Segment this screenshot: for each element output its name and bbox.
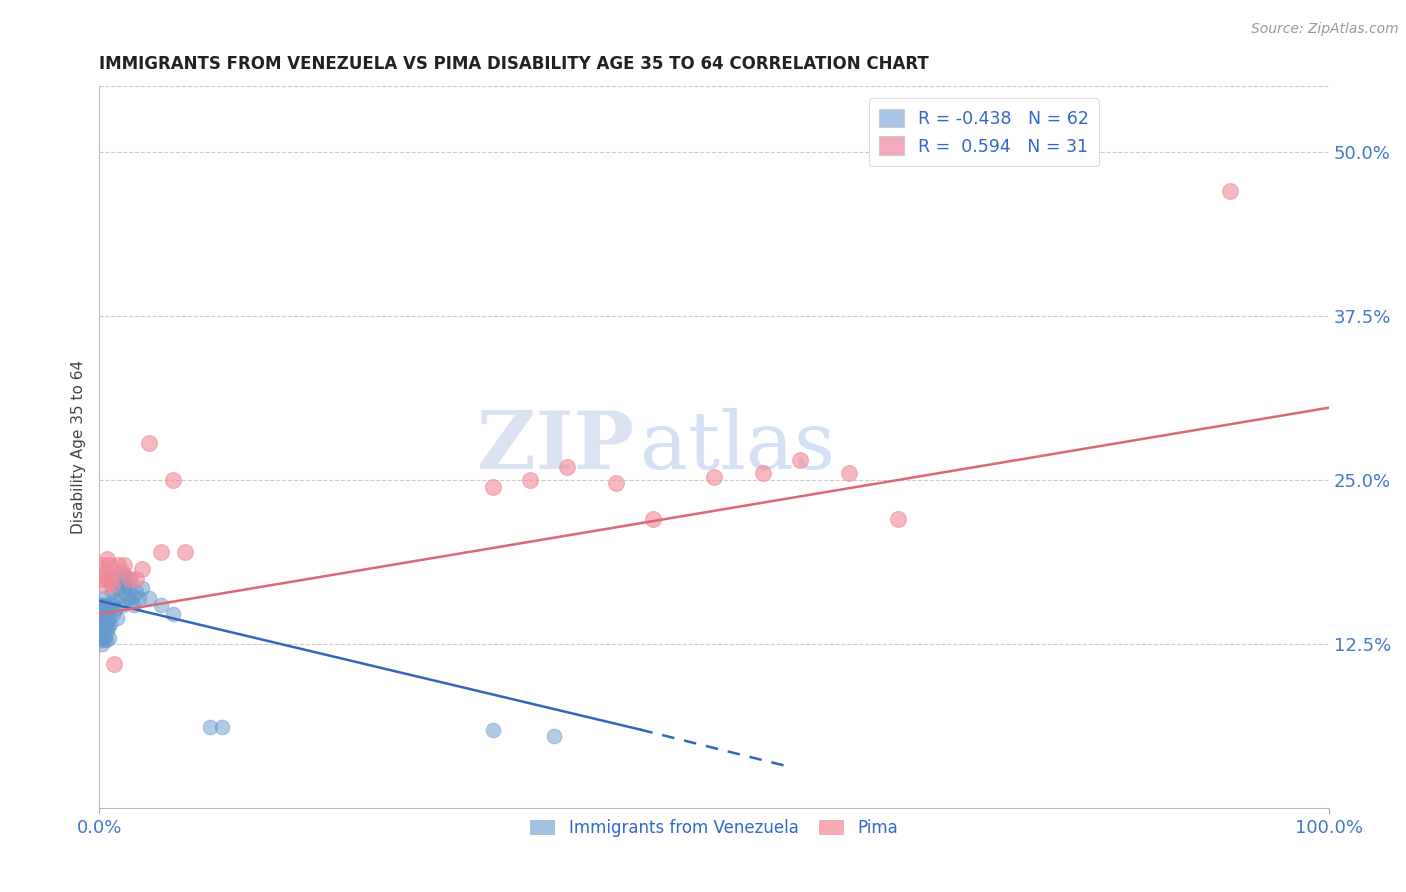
Point	[131, 562, 153, 576]
Point	[120, 594, 142, 608]
Point	[90, 620, 112, 634]
Point	[100, 598, 122, 612]
Text: Source: ZipAtlas.com: Source: ZipAtlas.com	[1251, 22, 1399, 37]
Point	[162, 607, 184, 621]
Point	[112, 558, 135, 573]
Point	[91, 607, 114, 621]
Point	[112, 567, 135, 582]
Point	[90, 631, 112, 645]
Point	[91, 572, 114, 586]
Point	[122, 598, 145, 612]
Point	[125, 572, 148, 586]
Point	[98, 611, 121, 625]
Point	[90, 624, 112, 638]
Point	[111, 598, 134, 612]
Point	[162, 473, 184, 487]
Point	[90, 633, 112, 648]
Point	[543, 729, 565, 743]
Point	[101, 607, 124, 621]
Point	[149, 545, 172, 559]
Point	[838, 467, 860, 481]
Point	[96, 615, 118, 629]
Y-axis label: Disability Age 35 to 64: Disability Age 35 to 64	[72, 360, 86, 534]
Point	[100, 617, 122, 632]
Point	[96, 624, 118, 638]
Point	[110, 565, 132, 579]
Point	[138, 436, 160, 450]
Point	[641, 512, 664, 526]
Point	[211, 720, 233, 734]
Point	[555, 459, 578, 474]
Point	[100, 572, 122, 586]
Point	[605, 475, 627, 490]
Point	[96, 551, 118, 566]
Point	[128, 591, 150, 606]
Point	[703, 470, 725, 484]
Point	[887, 512, 910, 526]
Point	[90, 617, 112, 632]
Point	[107, 558, 129, 573]
Legend: Immigrants from Venezuela, Pima: Immigrants from Venezuela, Pima	[524, 812, 904, 844]
Point	[91, 615, 114, 629]
Point	[94, 617, 117, 632]
Point	[482, 723, 505, 737]
Point	[97, 604, 120, 618]
Point	[121, 589, 143, 603]
Point	[125, 584, 148, 599]
Point	[114, 584, 136, 599]
Point	[115, 575, 138, 590]
Point	[174, 545, 197, 559]
Point	[91, 598, 114, 612]
Point	[1219, 184, 1241, 198]
Point	[482, 479, 505, 493]
Point	[100, 578, 122, 592]
Point	[118, 581, 141, 595]
Point	[104, 601, 127, 615]
Point	[93, 578, 115, 592]
Point	[94, 601, 117, 615]
Point	[100, 584, 122, 599]
Point	[98, 631, 121, 645]
Point	[103, 657, 125, 671]
Point	[90, 637, 112, 651]
Point	[96, 598, 118, 612]
Text: ZIP: ZIP	[477, 409, 634, 486]
Point	[138, 591, 160, 606]
Point	[120, 572, 142, 586]
Point	[198, 720, 221, 734]
Point	[789, 453, 811, 467]
Point	[90, 624, 112, 638]
Text: atlas: atlas	[640, 409, 835, 486]
Point	[90, 558, 112, 573]
Point	[752, 467, 775, 481]
Point	[93, 611, 115, 625]
Point	[93, 631, 115, 645]
Point	[120, 572, 142, 586]
Point	[149, 598, 172, 612]
Point	[93, 591, 115, 606]
Point	[91, 620, 114, 634]
Point	[94, 633, 117, 648]
Point	[117, 591, 139, 606]
Point	[90, 598, 112, 612]
Point	[110, 578, 132, 592]
Point	[105, 611, 128, 625]
Point	[97, 572, 120, 586]
Point	[98, 558, 121, 573]
Point	[91, 626, 114, 640]
Point	[519, 473, 541, 487]
Point	[90, 604, 112, 618]
Point	[90, 611, 112, 625]
Point	[90, 611, 112, 625]
Point	[90, 617, 112, 632]
Point	[110, 589, 132, 603]
Point	[108, 572, 131, 586]
Text: IMMIGRANTS FROM VENEZUELA VS PIMA DISABILITY AGE 35 TO 64 CORRELATION CHART: IMMIGRANTS FROM VENEZUELA VS PIMA DISABI…	[100, 55, 929, 73]
Point	[107, 581, 129, 595]
Point	[131, 581, 153, 595]
Point	[103, 594, 125, 608]
Point	[94, 565, 117, 579]
Point	[97, 620, 120, 634]
Point	[93, 624, 115, 638]
